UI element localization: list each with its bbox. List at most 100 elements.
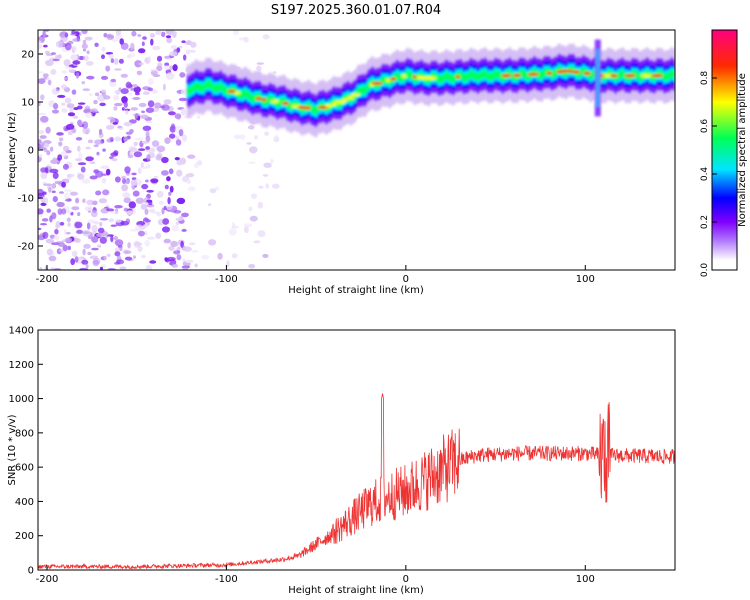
spectrogram-noise-blob <box>45 59 54 66</box>
colorbar-label: Normalized spectral amplitude <box>737 73 748 227</box>
spectrogram-ylabel: Frequency (Hz) <box>7 112 18 188</box>
spectrogram-noise-blob <box>38 71 45 74</box>
spectrogram-noise-blob <box>114 102 123 107</box>
spectrogram-noise-blob <box>147 78 154 85</box>
spectrogram-noise-blob <box>118 58 124 64</box>
spectrogram-noise-blob <box>43 183 53 186</box>
spectrogram-noise-blob <box>61 70 68 74</box>
spectrogram-noise-blob <box>114 205 123 209</box>
spectrogram-noise-blob <box>169 185 174 193</box>
spectrogram-noise-blob <box>83 55 89 61</box>
spectrogram-noise-blob <box>67 112 76 117</box>
spectrogram-noise-blob <box>168 168 174 175</box>
spectrogram-noise-blob <box>134 137 144 141</box>
spectrogram-noise-blob <box>137 34 142 37</box>
spectrogram-noise-blob <box>174 157 180 161</box>
spectrogram-noise-blob <box>121 175 127 180</box>
spectrogram-peak-spot <box>560 69 571 73</box>
spectrogram-noise-blob <box>162 226 170 233</box>
spectrogram-noise-blob <box>181 134 188 142</box>
spectrogram-noise-blob <box>233 30 239 36</box>
spectrogram-noise-blob <box>163 65 170 71</box>
spectrogram-noise-blob <box>72 38 81 42</box>
spectrogram-noise-blob <box>110 210 120 214</box>
spectrogram-noise-blob <box>63 145 70 152</box>
spectrogram-noise-blob <box>81 43 88 49</box>
snr-x-tick-label: -100 <box>215 574 238 585</box>
spectrogram-noise-blob <box>96 151 100 156</box>
spectrogram-noise-blob <box>45 167 49 174</box>
spectrogram-noise-blob <box>38 227 42 231</box>
spectrogram-noise-blob <box>59 221 65 226</box>
spectrogram-noise-blob <box>257 201 264 209</box>
spectrogram-peak-spot <box>546 71 553 75</box>
spectrogram-noise-blob <box>70 258 76 266</box>
spectrogram-noise-blob <box>112 122 119 125</box>
spectrogram-noise-blob <box>179 157 186 165</box>
spectrogram-noise-blob <box>38 112 47 116</box>
spectrogram-noise-blob <box>164 55 171 60</box>
spectrogram-noise-blob <box>217 252 223 260</box>
spectrogram-noise-blob <box>123 121 133 127</box>
spectrogram-noise-blob <box>107 34 111 39</box>
spectrogram-noise-blob <box>132 190 140 197</box>
spectrogram-peak-spot <box>227 89 237 93</box>
spectrogram-noise-blob <box>64 32 69 38</box>
spectrogram-x-tick-label: -100 <box>215 274 238 285</box>
spectrogram-noise-blob <box>130 179 137 186</box>
spectrogram-noise-blob <box>274 135 279 140</box>
spectrogram-noise-blob <box>156 55 163 62</box>
spectrogram-noise-blob <box>107 116 115 120</box>
snr-ylabel: SNR (10 * v/v) <box>7 414 18 485</box>
spectrogram-noise-blob <box>131 172 137 176</box>
spectrogram-noise-blob <box>187 186 196 192</box>
spectrogram-noise-blob <box>89 161 96 165</box>
spectrogram-noise-blob <box>134 113 139 119</box>
spectrogram-noise-blob <box>85 146 91 150</box>
spectrogram-noise-blob <box>40 202 47 206</box>
spectrogram-noise-blob <box>51 52 56 55</box>
spectrogram-noise-blob <box>114 136 122 142</box>
spectrogram-noise-blob <box>138 102 147 108</box>
spectrogram-noise-blob <box>81 81 86 85</box>
spectrogram-noise-blob <box>123 197 131 204</box>
spectrogram-peak-spot <box>455 75 461 79</box>
spectrogram-noise-blob <box>248 161 256 164</box>
spectrogram-noise-blob <box>184 259 194 263</box>
spectrogram-noise-blob <box>38 141 45 148</box>
spectrogram-noise-blob <box>182 246 192 252</box>
spectrogram-noise-blob <box>142 36 147 40</box>
spectrogram-noise-blob <box>132 97 141 100</box>
spectrogram-noise-blob <box>141 110 146 114</box>
spectrogram-noise-blob <box>44 50 51 55</box>
spectrogram-noise-blob <box>234 134 241 140</box>
spectrogram-noise-blob <box>61 208 67 215</box>
spectrogram-noise-blob <box>59 249 64 252</box>
spectrogram-noise-blob <box>178 129 184 137</box>
spectrogram-noise-blob <box>81 178 91 184</box>
spectrogram-noise-blob <box>79 267 89 270</box>
spectrogram-noise-blob <box>92 259 100 267</box>
spectrogram-noise-blob <box>38 101 41 107</box>
spectrogram-noise-blob <box>40 115 49 123</box>
spectrogram-noise-blob <box>78 151 83 160</box>
spectrogram-noise-blob <box>130 87 134 91</box>
spectrogram-noise-blob <box>99 266 104 270</box>
spectrogram-noise-blob <box>49 168 59 174</box>
spectrogram-peak-spot <box>624 74 636 78</box>
spectrogram-noise-blob <box>94 139 103 145</box>
spectrogram-noise-blob <box>40 94 45 101</box>
spectrogram-noise-blob <box>98 128 103 135</box>
spectrogram-noise-blob <box>91 247 99 251</box>
spectrogram-peak-spot <box>501 74 512 78</box>
spectrogram-noise-blob <box>135 197 145 204</box>
spectrogram-noise-blob <box>141 254 146 259</box>
spectrogram-ridge <box>186 39 675 139</box>
spectrogram-noise-blob <box>115 30 121 36</box>
spectrogram-noise-blob <box>86 199 95 206</box>
spectrogram-noise-blob <box>191 249 199 253</box>
spectrogram-noise-blob <box>64 192 70 200</box>
spectrogram-noise-blob <box>190 41 197 48</box>
snr-y-tick-label: 0 <box>28 566 34 577</box>
